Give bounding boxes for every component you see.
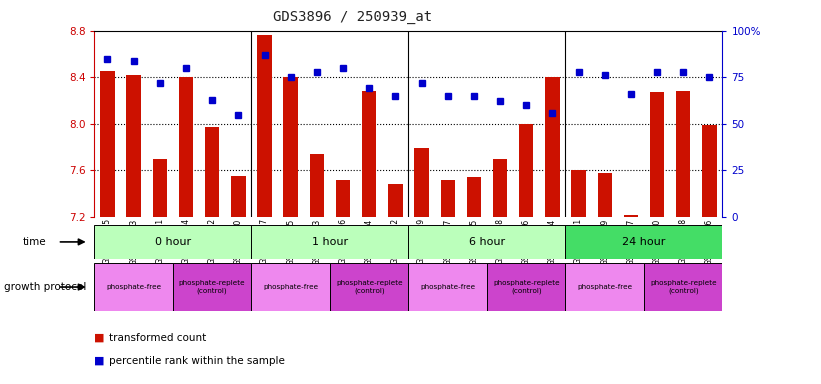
Bar: [388, 184, 402, 217]
Bar: [94, 225, 251, 259]
Bar: [173, 263, 251, 311]
Bar: [545, 77, 560, 217]
Bar: [493, 159, 507, 217]
Bar: [441, 180, 455, 217]
Bar: [336, 180, 351, 217]
Bar: [676, 91, 690, 217]
Bar: [702, 125, 717, 217]
Bar: [519, 124, 534, 217]
Bar: [257, 35, 272, 217]
Bar: [566, 225, 722, 259]
Bar: [205, 127, 219, 217]
Bar: [466, 177, 481, 217]
Text: GDS3896 / 250939_at: GDS3896 / 250939_at: [273, 10, 433, 23]
Bar: [94, 263, 173, 311]
Text: phosphate-free: phosphate-free: [263, 284, 319, 290]
Bar: [310, 154, 324, 217]
Bar: [566, 263, 644, 311]
Text: ■: ■: [94, 356, 105, 366]
Text: 1 hour: 1 hour: [312, 237, 348, 247]
Bar: [624, 215, 638, 217]
Text: 24 hour: 24 hour: [622, 237, 666, 247]
Bar: [362, 91, 376, 217]
Bar: [644, 263, 722, 311]
Bar: [283, 77, 298, 217]
Text: percentile rank within the sample: percentile rank within the sample: [109, 356, 285, 366]
Text: phosphate-free: phosphate-free: [420, 284, 475, 290]
Text: 0 hour: 0 hour: [155, 237, 191, 247]
Bar: [409, 263, 487, 311]
Bar: [330, 263, 409, 311]
Bar: [409, 225, 566, 259]
Text: phosphate-replete
(control): phosphate-replete (control): [179, 280, 245, 294]
Bar: [251, 225, 409, 259]
Text: time: time: [23, 237, 47, 247]
Bar: [571, 170, 585, 217]
Text: growth protocol: growth protocol: [4, 282, 86, 292]
Bar: [487, 263, 566, 311]
Bar: [126, 75, 141, 217]
Bar: [415, 148, 429, 217]
Text: phosphate-replete
(control): phosphate-replete (control): [336, 280, 402, 294]
Bar: [251, 263, 330, 311]
Text: phosphate-replete
(control): phosphate-replete (control): [493, 280, 560, 294]
Bar: [232, 176, 245, 217]
Bar: [100, 71, 115, 217]
Text: transformed count: transformed count: [109, 333, 206, 343]
Bar: [598, 173, 612, 217]
Bar: [650, 93, 664, 217]
Bar: [179, 77, 193, 217]
Text: phosphate-free: phosphate-free: [577, 284, 632, 290]
Text: phosphate-free: phosphate-free: [106, 284, 161, 290]
Text: 6 hour: 6 hour: [469, 237, 505, 247]
Text: ■: ■: [94, 333, 105, 343]
Bar: [153, 159, 167, 217]
Text: phosphate-replete
(control): phosphate-replete (control): [650, 280, 717, 294]
